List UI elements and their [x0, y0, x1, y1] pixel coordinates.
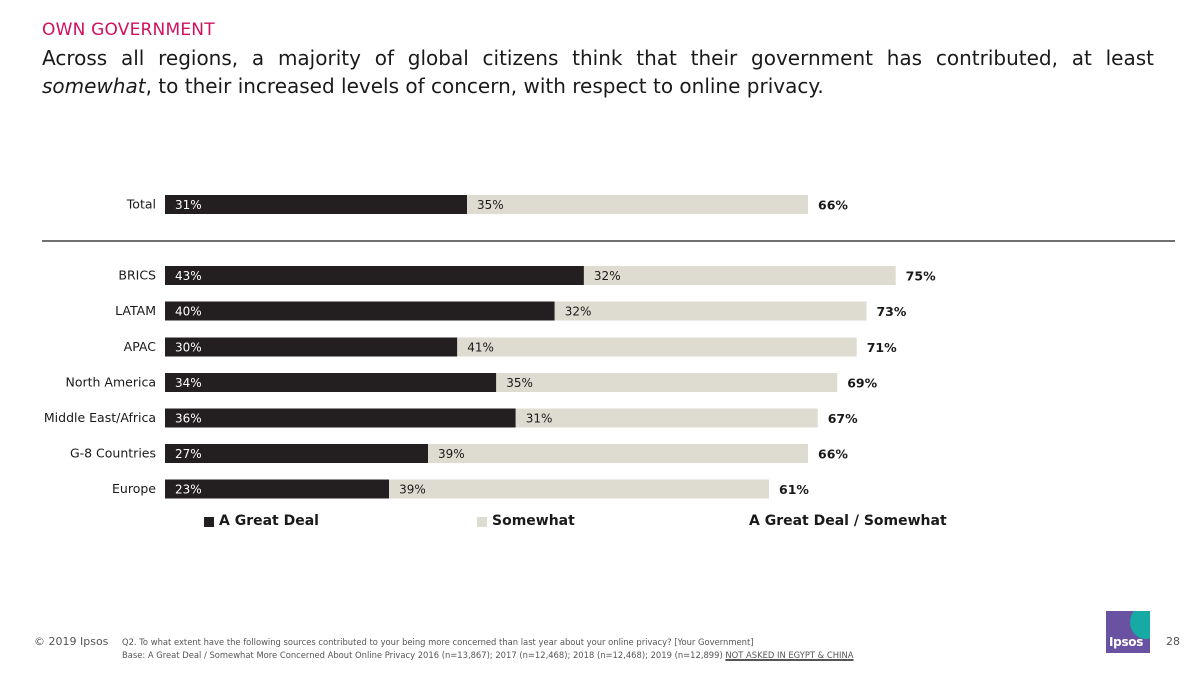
data-label-great-deal-apac: 30% — [175, 341, 202, 355]
data-label-total-brics: 75% — [906, 269, 936, 284]
headline-pre: Across all regions, a majority of global… — [42, 46, 1154, 70]
section-kicker: OWN GOVERNMENT — [42, 20, 215, 40]
data-label-somewhat-europe: 39% — [399, 483, 426, 497]
footnote-not-asked: NOT ASKED IN EGYPT & CHINA — [725, 650, 854, 660]
headline: Across all regions, a majority of global… — [42, 44, 1154, 100]
copyright: © 2019 Ipsos — [34, 635, 109, 648]
bar-great-deal-europe — [165, 479, 390, 499]
data-label-great-deal-north-america: 34% — [175, 376, 202, 390]
footnote-base: Base: A Great Deal / Somewhat More Conce… — [122, 650, 723, 660]
bar-somewhat-middle-east-africa — [515, 408, 818, 428]
data-label-total-europe: 61% — [779, 482, 809, 497]
legend-swatch-somewhat — [477, 517, 487, 527]
category-label-apac: APAC — [124, 339, 157, 354]
headline-post: , to their increased levels of concern, … — [145, 74, 824, 98]
bar-great-deal-brics — [165, 266, 584, 285]
bar-somewhat-latam — [554, 301, 867, 321]
bar-great-deal-g-8-countries — [165, 444, 429, 463]
bar-great-deal-apac — [165, 337, 458, 357]
data-label-somewhat-latam: 32% — [565, 305, 592, 319]
legend-label-somewhat: Somewhat — [492, 513, 575, 529]
ipsos-logo: Ipsos — [1106, 611, 1150, 653]
data-label-somewhat-g-8-countries: 39% — [438, 447, 465, 461]
data-label-total-apac: 71% — [867, 340, 897, 355]
bar-somewhat-north-america — [496, 373, 838, 392]
bar-great-deal-total — [165, 195, 468, 214]
bar-somewhat-brics — [583, 266, 896, 285]
bar-great-deal-middle-east-africa — [165, 408, 516, 428]
data-label-somewhat-apac: 41% — [467, 341, 494, 355]
data-label-great-deal-middle-east-africa: 36% — [175, 412, 202, 426]
category-label-europe: Europe — [112, 481, 156, 496]
data-label-somewhat-total: 35% — [477, 198, 504, 212]
category-label-middle-east-africa: Middle East/Africa — [44, 410, 156, 425]
category-label-brics: BRICS — [118, 268, 156, 283]
data-label-somewhat-north-america: 35% — [506, 376, 533, 390]
page-number: 28 — [1166, 635, 1180, 648]
data-label-somewhat-middle-east-africa: 31% — [526, 412, 553, 426]
data-label-total-north-america: 69% — [847, 376, 877, 391]
logo-circle — [1130, 611, 1150, 639]
logo-text: Ipsos — [1109, 635, 1144, 649]
stacked-bar-chart: Total 31% 35% 66% BRICS 43% 32% 75% LATAM 40% 32% 7… — [42, 195, 1175, 529]
category-label-g-8-countries: G-8 Countries — [70, 446, 156, 461]
data-label-great-deal-brics: 43% — [175, 269, 202, 283]
bar-somewhat-g-8-countries — [428, 444, 808, 463]
footnote: Q2. To what extent have the following so… — [122, 636, 854, 662]
data-label-great-deal-total: 31% — [175, 198, 202, 212]
footnote-base-line: Base: A Great Deal / Somewhat More Conce… — [122, 649, 854, 662]
bar-great-deal-latam — [165, 301, 555, 321]
footnote-question: Q2. To what extent have the following so… — [122, 637, 754, 647]
legend-label-great-deal: A Great Deal — [219, 513, 319, 529]
legend-label-total: A Great Deal / Somewhat — [749, 513, 947, 529]
data-label-great-deal-g-8-countries: 27% — [175, 447, 202, 461]
data-label-total-latam: 73% — [876, 304, 906, 319]
bar-somewhat-apac — [457, 337, 857, 357]
headline-emphasis: somewhat — [42, 74, 146, 98]
data-label-total-middle-east-africa: 67% — [828, 411, 858, 426]
data-label-total-total: 66% — [818, 198, 848, 213]
category-label-north-america: North America — [66, 375, 157, 390]
legend-swatch-great-deal — [204, 517, 214, 527]
data-label-great-deal-latam: 40% — [175, 305, 202, 319]
bar-great-deal-north-america — [165, 373, 497, 392]
category-label-total: Total — [126, 197, 156, 212]
data-label-total-g-8-countries: 66% — [818, 447, 848, 462]
category-label-latam: LATAM — [115, 303, 156, 318]
bar-somewhat-total — [467, 195, 808, 214]
data-label-great-deal-europe: 23% — [175, 483, 202, 497]
bar-somewhat-europe — [389, 479, 770, 499]
data-label-somewhat-brics: 32% — [594, 269, 621, 283]
